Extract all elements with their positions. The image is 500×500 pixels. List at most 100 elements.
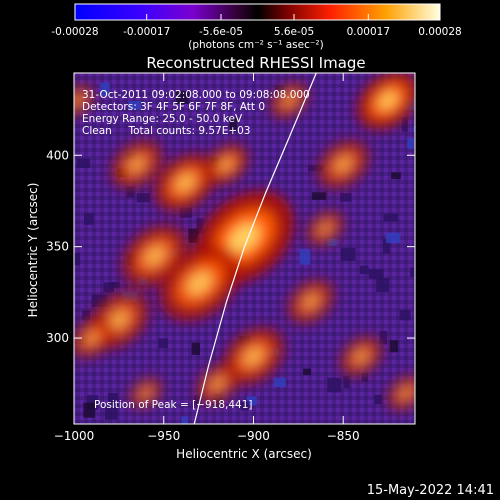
noise-cell bbox=[359, 265, 369, 275]
emission-blob-core bbox=[243, 347, 264, 366]
noise-cell bbox=[136, 193, 151, 203]
x-tick-label: −900 bbox=[237, 429, 270, 443]
colorbar-tick-label: -0.00028 bbox=[51, 26, 98, 38]
emission-blob-core bbox=[210, 377, 225, 391]
colorbar-tick-label: 0.00017 bbox=[347, 26, 390, 38]
noise-cell bbox=[82, 310, 91, 321]
noise-cell bbox=[128, 100, 142, 110]
emission-blob-core bbox=[219, 157, 234, 172]
noise-cell bbox=[273, 377, 286, 388]
noise-cell bbox=[103, 282, 115, 293]
emission-blob-core bbox=[334, 156, 352, 173]
noise-cell bbox=[307, 165, 324, 172]
noise-cell bbox=[383, 213, 398, 222]
noise-cell bbox=[86, 395, 99, 410]
noise-cell bbox=[382, 238, 391, 254]
annotation-energy: Energy Range: 25.0 - 50.0 keV bbox=[82, 113, 243, 125]
noise-cell bbox=[76, 158, 91, 168]
emission-blob-core bbox=[175, 173, 196, 192]
noise-cell bbox=[194, 395, 202, 405]
noise-cell bbox=[311, 192, 327, 200]
x-tick-label: −950 bbox=[147, 429, 180, 443]
annotation-time: 31-Oct-2011 09:02:08.000 to 09:08:08.000 bbox=[82, 89, 310, 101]
noise-cell bbox=[340, 247, 356, 261]
noise-cell bbox=[413, 126, 415, 133]
noise-cell bbox=[327, 377, 342, 393]
noise-cell bbox=[303, 368, 311, 376]
noise-cell bbox=[340, 193, 352, 202]
x-axis-ticks: −1000 −950 −900 −850 bbox=[54, 73, 360, 443]
noise-cell bbox=[84, 213, 94, 225]
emission-blob-core bbox=[74, 95, 84, 106]
colorbar-tick-label: 0.00028 bbox=[418, 26, 461, 38]
emission-blob-core bbox=[144, 245, 166, 266]
y-tick-label: 300 bbox=[46, 331, 69, 345]
y-tick-label: 400 bbox=[46, 148, 69, 162]
y-tick-label: 350 bbox=[46, 240, 69, 254]
noise-cell bbox=[107, 393, 119, 406]
noise-cell bbox=[240, 401, 249, 411]
noise-cell bbox=[407, 138, 414, 149]
emission-blob-core bbox=[186, 271, 213, 296]
colorbar bbox=[74, 3, 441, 21]
noise-cell bbox=[181, 416, 188, 424]
emission-blob-core bbox=[84, 331, 100, 345]
colorbar-tick-label: 5.6e-05 bbox=[274, 26, 314, 38]
noise-cell bbox=[343, 376, 350, 389]
noise-cell bbox=[109, 281, 120, 289]
noise-cell bbox=[188, 228, 199, 243]
emission-blob-core bbox=[354, 349, 369, 363]
emission-blob-core bbox=[303, 294, 319, 309]
noise-cell bbox=[74, 253, 81, 266]
noise-cell bbox=[374, 394, 383, 404]
noise-cell bbox=[158, 338, 169, 348]
noise-cell bbox=[389, 340, 399, 353]
x-tick-label: −1000 bbox=[54, 429, 95, 443]
emission-blob-core bbox=[399, 386, 413, 399]
noise-cell bbox=[126, 186, 135, 198]
annotation-clean: Clean Total counts: 9.57E+03 bbox=[82, 125, 251, 137]
emission-blob-core bbox=[282, 94, 296, 107]
emission-blob-core bbox=[128, 156, 146, 173]
noise-cell bbox=[246, 396, 257, 406]
x-tick-label: −850 bbox=[327, 429, 360, 443]
noise-cell bbox=[361, 372, 369, 382]
plot-frame bbox=[73, 72, 416, 425]
noise-cell bbox=[229, 117, 237, 132]
emission-blob-core bbox=[108, 310, 129, 330]
colorbar-ticks: -0.00028 -0.00017 -5.6e-05 5.6e-05 0.00017 0.… bbox=[51, 14, 462, 38]
noise-cell bbox=[376, 278, 390, 292]
chart-title: Reconstructed RHESSI Image bbox=[146, 54, 365, 72]
noise-cell bbox=[104, 407, 118, 420]
noise-cell bbox=[391, 172, 401, 180]
noise-cell bbox=[410, 267, 415, 277]
noise-cell bbox=[379, 331, 388, 345]
y-axis-ticks: 300 350 400 bbox=[46, 148, 415, 345]
noise-cell bbox=[196, 218, 204, 235]
noise-cell bbox=[368, 269, 384, 279]
colorbar-tick-label: -5.6e-05 bbox=[199, 26, 243, 38]
annotation-block: 31-Oct-2011 09:02:08.000 to 09:08:08.000… bbox=[82, 89, 310, 137]
noise-cell bbox=[175, 90, 189, 105]
image-area bbox=[74, 73, 415, 424]
noise-cell bbox=[299, 248, 311, 265]
peak-position-label: Position of Peak = [−918,441] bbox=[94, 399, 253, 411]
colorbar-units: (photons cm⁻² s⁻¹ asec⁻²) bbox=[188, 39, 323, 51]
noise-cell bbox=[99, 82, 110, 97]
emission-blobs bbox=[74, 73, 415, 413]
noise-cell bbox=[401, 117, 408, 132]
noise-cell bbox=[83, 402, 95, 418]
y-axis-label: Heliocentric Y (arcsec) bbox=[26, 183, 40, 318]
x-axis-label: Heliocentric X (arcsec) bbox=[176, 447, 312, 461]
noise-cell bbox=[385, 232, 401, 244]
footer-timestamp: 15-May-2022 14:41 bbox=[367, 483, 494, 498]
colorbar-tick-label: -0.00017 bbox=[123, 26, 170, 38]
noise-cell bbox=[399, 309, 411, 321]
annotation-detectors: Detectors: 3F 4F 5F 6F 7F 8F, Att 0 bbox=[82, 101, 265, 113]
solar-limb bbox=[193, 73, 317, 424]
emission-blob-core bbox=[228, 222, 261, 253]
emission-blob-core bbox=[318, 222, 332, 235]
emission-blob-core bbox=[378, 91, 399, 110]
noise-cell bbox=[191, 342, 200, 355]
